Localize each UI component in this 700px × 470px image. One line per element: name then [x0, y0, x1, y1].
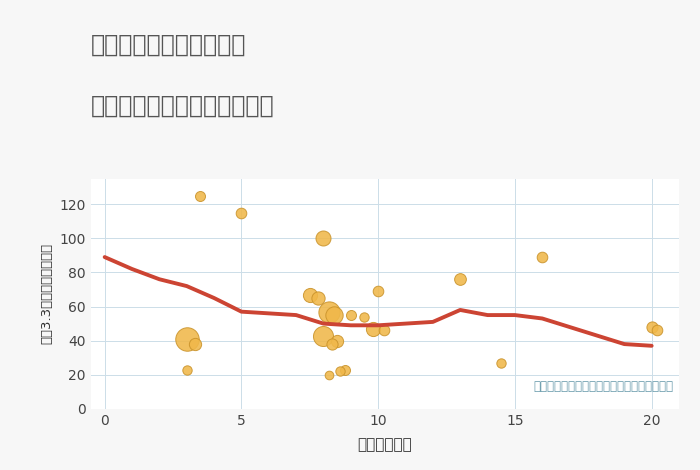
Point	[454, 275, 466, 283]
Point	[329, 311, 340, 319]
Text: 駅距離別中古マンション価格: 駅距離別中古マンション価格	[91, 94, 274, 118]
Point	[326, 340, 337, 348]
Point	[378, 327, 389, 334]
Point	[646, 323, 657, 331]
Point	[323, 308, 335, 315]
Point	[318, 235, 329, 242]
Point	[195, 192, 206, 199]
Point	[372, 288, 384, 295]
X-axis label: 駅距離（分）: 駅距離（分）	[358, 437, 412, 452]
Point	[537, 253, 548, 261]
Point	[367, 325, 378, 332]
Point	[323, 371, 335, 378]
Text: 円の大きさは、取引のあった物件面積を示す: 円の大きさは、取引のあった物件面積を示す	[533, 380, 673, 393]
Text: 奈良県橿原市北八木町の: 奈良県橿原市北八木町の	[91, 33, 246, 57]
Point	[652, 327, 663, 334]
Point	[189, 340, 200, 348]
Point	[236, 209, 247, 217]
Point	[345, 311, 356, 319]
Point	[340, 366, 351, 374]
Point	[312, 294, 323, 302]
Point	[181, 366, 193, 374]
Point	[335, 368, 346, 375]
Point	[496, 359, 507, 367]
Y-axis label: 坪（3.3㎡）単価（万円）: 坪（3.3㎡）単価（万円）	[41, 243, 53, 345]
Point	[181, 335, 193, 343]
Point	[304, 291, 316, 298]
Point	[359, 313, 370, 321]
Point	[332, 337, 343, 345]
Point	[318, 332, 329, 339]
